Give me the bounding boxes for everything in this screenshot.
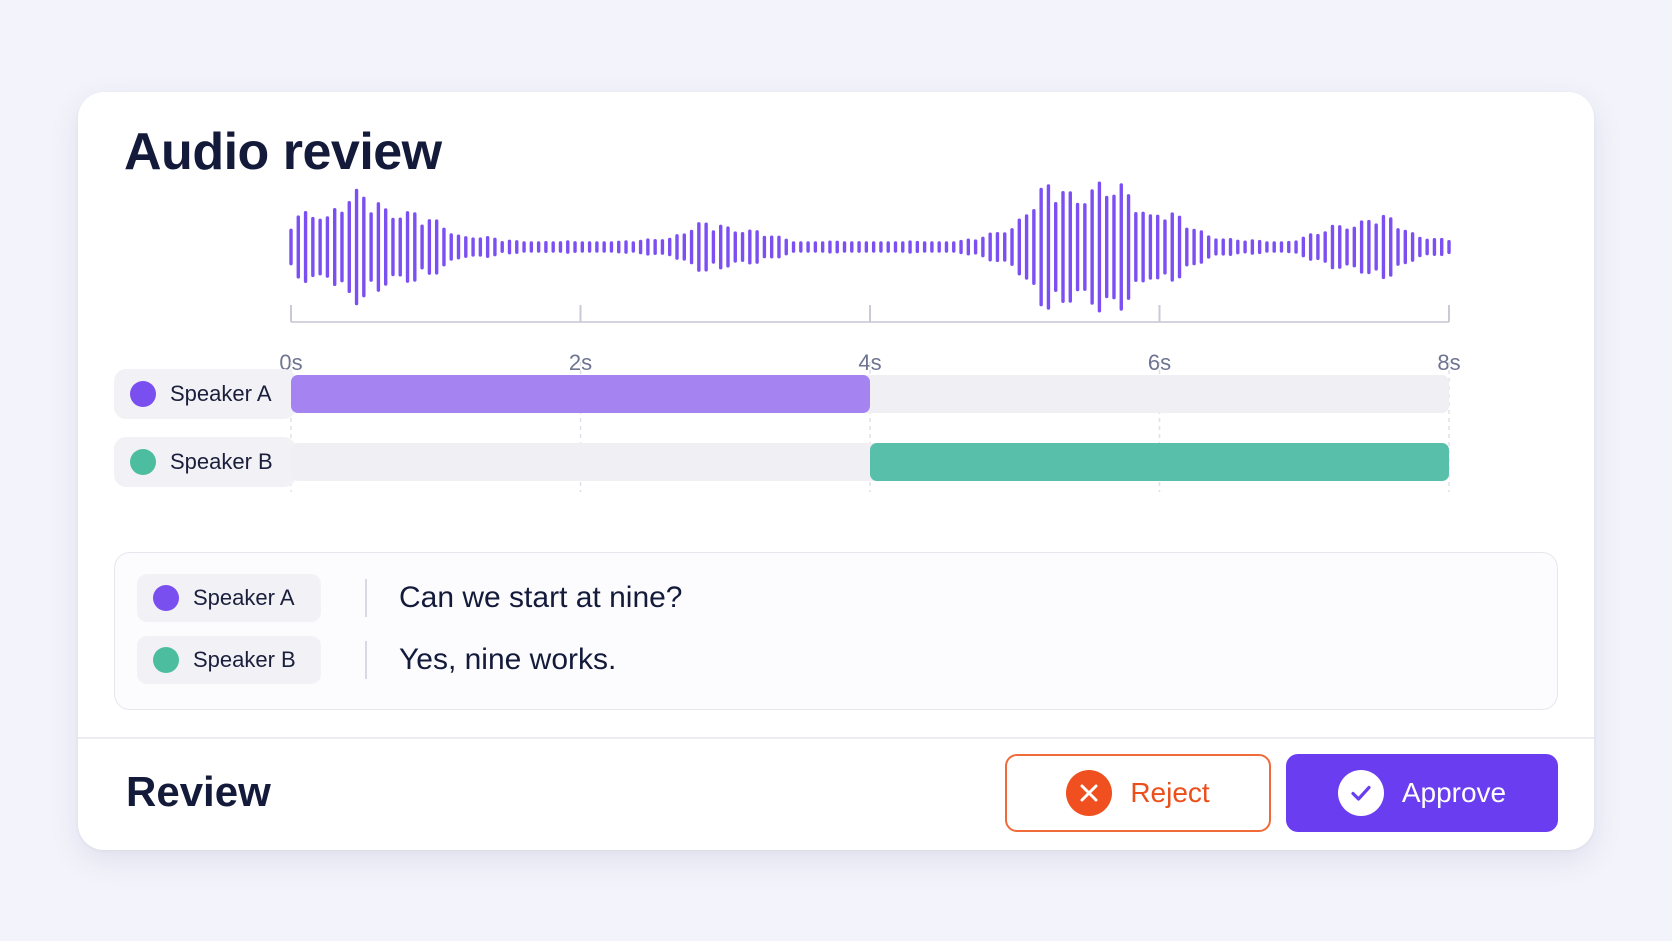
speaker-b-chip: Speaker B [114, 437, 296, 487]
transcript-speaker-b-chip: Speaker B [137, 636, 321, 684]
tick-label-6s: 6s [1147, 350, 1172, 375]
tick-label-8s: 8s [1437, 350, 1461, 375]
transcript-speaker-label: Speaker B [193, 647, 296, 672]
transcript-separator [365, 641, 367, 679]
page-title: Audio review [124, 123, 442, 181]
audio-waveform[interactable] [78, 92, 1594, 352]
transcript-text: Can we start at nine? [399, 581, 683, 614]
reject-button-label: Reject [1130, 777, 1210, 808]
transcript-panel: Speaker A Can we start at nine? Speaker … [114, 552, 1558, 710]
speaker-b-label: Speaker B [170, 449, 273, 474]
tick-label-2s: 2s [568, 350, 593, 375]
transcript-separator [365, 579, 367, 617]
timeline-axis: 0s 2s 4s 6s 8s [78, 92, 1594, 392]
review-heading: Review [126, 768, 271, 815]
approve-button-label: Approve [1401, 777, 1507, 808]
transcript-row: Speaker B Yes, nine works. [137, 636, 616, 684]
approve-button[interactable]: Approve [1286, 754, 1558, 832]
transcript-speaker-a-chip: Speaker A [137, 574, 321, 622]
transcript-speaker-label: Speaker A [193, 585, 295, 610]
x-icon [1066, 770, 1113, 816]
speaker-b-track [291, 443, 1449, 481]
speaker-b-dot [153, 647, 179, 673]
footer-divider [78, 737, 1594, 739]
reject-button[interactable]: Reject [1005, 754, 1271, 832]
tick-label-4s: 4s [858, 350, 882, 375]
transcript-row: Speaker A Can we start at nine? [137, 574, 683, 622]
tick-label-0s: 0s [279, 350, 303, 375]
check-icon [1337, 770, 1384, 816]
speaker-b-segment[interactable] [870, 443, 1449, 481]
speaker-b-dot [130, 449, 156, 475]
speaker-a-dot [153, 585, 179, 611]
transcript-text: Yes, nine works. [399, 643, 617, 676]
audio-review-card: Audio review 0s 2s 4s 6s 8s Speaker A Sp… [78, 92, 1594, 850]
